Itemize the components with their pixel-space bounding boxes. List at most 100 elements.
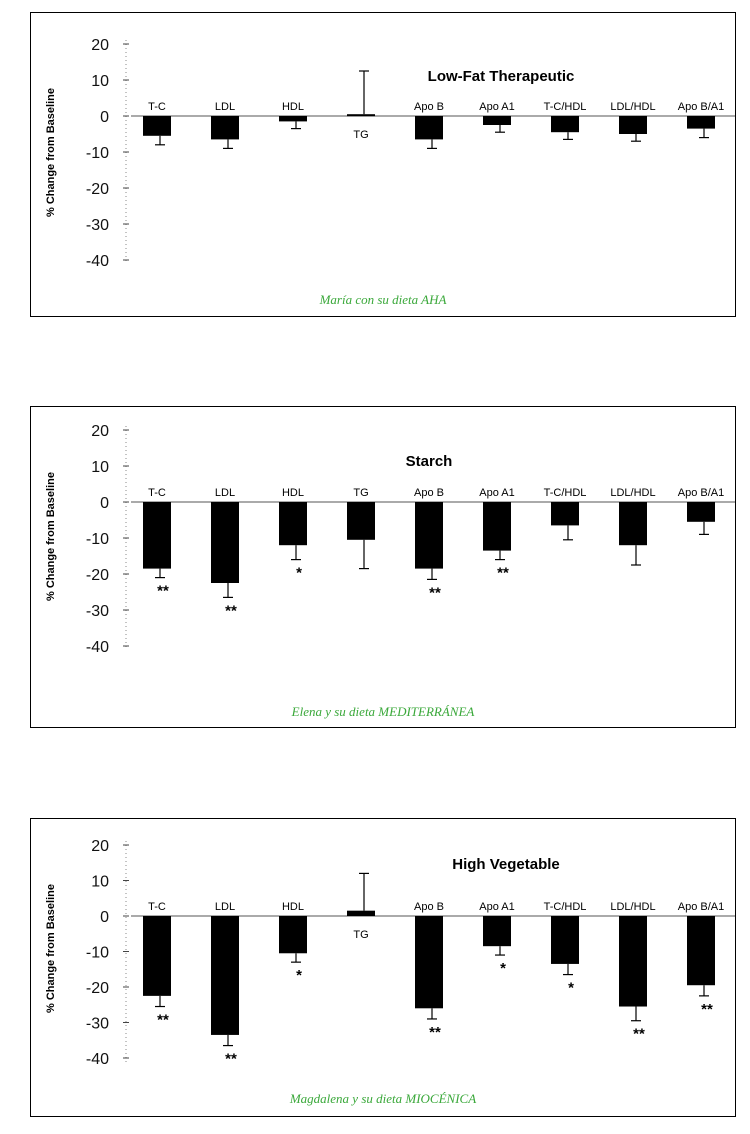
category-label: TG [353,929,368,941]
bar [279,502,307,546]
significance-marker: ** [701,1001,713,1018]
category-label: T-C/HDL [544,901,587,913]
significance-marker: ** [497,565,509,582]
bar [687,502,715,522]
category-label: Apo B/A1 [678,901,724,913]
bar [551,502,579,526]
significance-marker: ** [157,1012,169,1029]
chart-caption: Elena y su dieta MEDITERRÁNEA [291,704,475,719]
bar [619,116,647,134]
chart-caption: Magdalena y su dieta MIOCÉNICA [289,1091,477,1106]
bar [483,116,511,125]
bar [143,502,171,569]
y-tick-label: -20 [86,181,109,198]
significance-marker: * [296,565,302,582]
y-tick-label: -30 [86,1016,109,1033]
bar [551,116,579,133]
category-label: Apo A1 [479,487,514,499]
category-label: TG [353,129,368,141]
bar [619,916,647,1007]
bar [347,910,375,916]
chart-title: Starch [406,453,453,470]
category-label: Apo B/A1 [678,101,724,113]
chart-panel-low-fat: % Change from Baseline 20 10 0 -10 -20 -30 -40… [30,12,736,317]
significance-marker: ** [429,1024,441,1041]
bar [415,116,443,140]
category-label: Apo B/A1 [678,487,724,499]
category-label: HDL [282,101,304,113]
y-tick-label: -10 [86,945,109,962]
bar [687,916,715,986]
category-label: HDL [282,901,304,913]
bar [211,116,239,140]
y-tick-label: 20 [91,838,109,855]
significance-marker: * [568,980,574,997]
bar [415,916,443,1009]
category-label: TG [353,487,368,499]
significance-marker: ** [429,584,441,601]
bar [143,916,171,996]
y-tick-label: 0 [100,109,109,126]
category-label: Apo B [414,901,444,913]
category-label: LDL/HDL [610,901,655,913]
y-tick-label: 10 [91,73,109,90]
significance-marker: * [500,960,506,977]
bar [551,916,579,964]
y-tick-label: 0 [100,495,109,512]
category-label: T-C/HDL [544,487,587,499]
category-label: Apo A1 [479,101,514,113]
category-label: Apo A1 [479,901,514,913]
chart-svg: 20 10 0 -10 -20 -30 -40 Low-Fat Therapeutic T-C L… [86,37,735,270]
category-label: LDL/HDL [610,101,655,113]
category-label: T-C [148,101,166,113]
bar [483,502,511,551]
y-tick-label: 0 [100,909,109,926]
y-tick-label: -30 [86,217,109,234]
y-tick-label: -20 [86,980,109,997]
category-label: T-C [148,901,166,913]
category-label: LDL [215,101,235,113]
category-label: Apo B [414,487,444,499]
category-label: T-C/HDL [544,101,587,113]
category-label: HDL [282,487,304,499]
significance-marker: ** [157,583,169,600]
category-label: LDL [215,901,235,913]
bar [347,114,375,117]
bar [483,916,511,947]
bar [415,502,443,569]
y-tick-label: -40 [86,1051,109,1068]
bar [687,116,715,129]
significance-marker: ** [633,1026,645,1043]
y-tick-label: -30 [86,603,109,620]
bar [619,502,647,546]
chart-panel-high-vegetable: % Change from Baseline 20 10 0 -10 -20 -30 -40… [30,818,736,1117]
category-label: T-C [148,487,166,499]
y-tick-label: 10 [91,874,109,891]
bar [211,916,239,1035]
bar [279,916,307,954]
y-tick-label: 20 [91,37,109,54]
category-label: Apo B [414,101,444,113]
y-tick-label: -10 [86,531,109,548]
chart-panel-starch: % Change from Baseline 20 10 0 -10 -20 -30 -40… [30,406,736,728]
significance-marker: ** [225,602,237,619]
significance-marker: ** [225,1051,237,1068]
bar [279,116,307,122]
bar [347,502,375,540]
y-tick-label: -20 [86,567,109,584]
y-tick-label: 10 [91,459,109,476]
significance-marker: * [296,967,302,984]
category-label: LDL/HDL [610,487,655,499]
chart-svg: 20 10 0 -10 -20 -30 -40 Starch T-C ** LDL ** HDL * TG A… [86,423,735,656]
bar [211,502,239,583]
category-label: LDL [215,487,235,499]
chart-title: Low-Fat Therapeutic [428,68,575,85]
y-tick-label: -10 [86,145,109,162]
y-tick-label: -40 [86,639,109,656]
y-tick-label: -40 [86,253,109,270]
chart-title: High Vegetable [452,856,560,873]
bar [143,116,171,136]
y-tick-label: 20 [91,423,109,440]
chart-caption: María con su dieta AHA [319,292,447,307]
